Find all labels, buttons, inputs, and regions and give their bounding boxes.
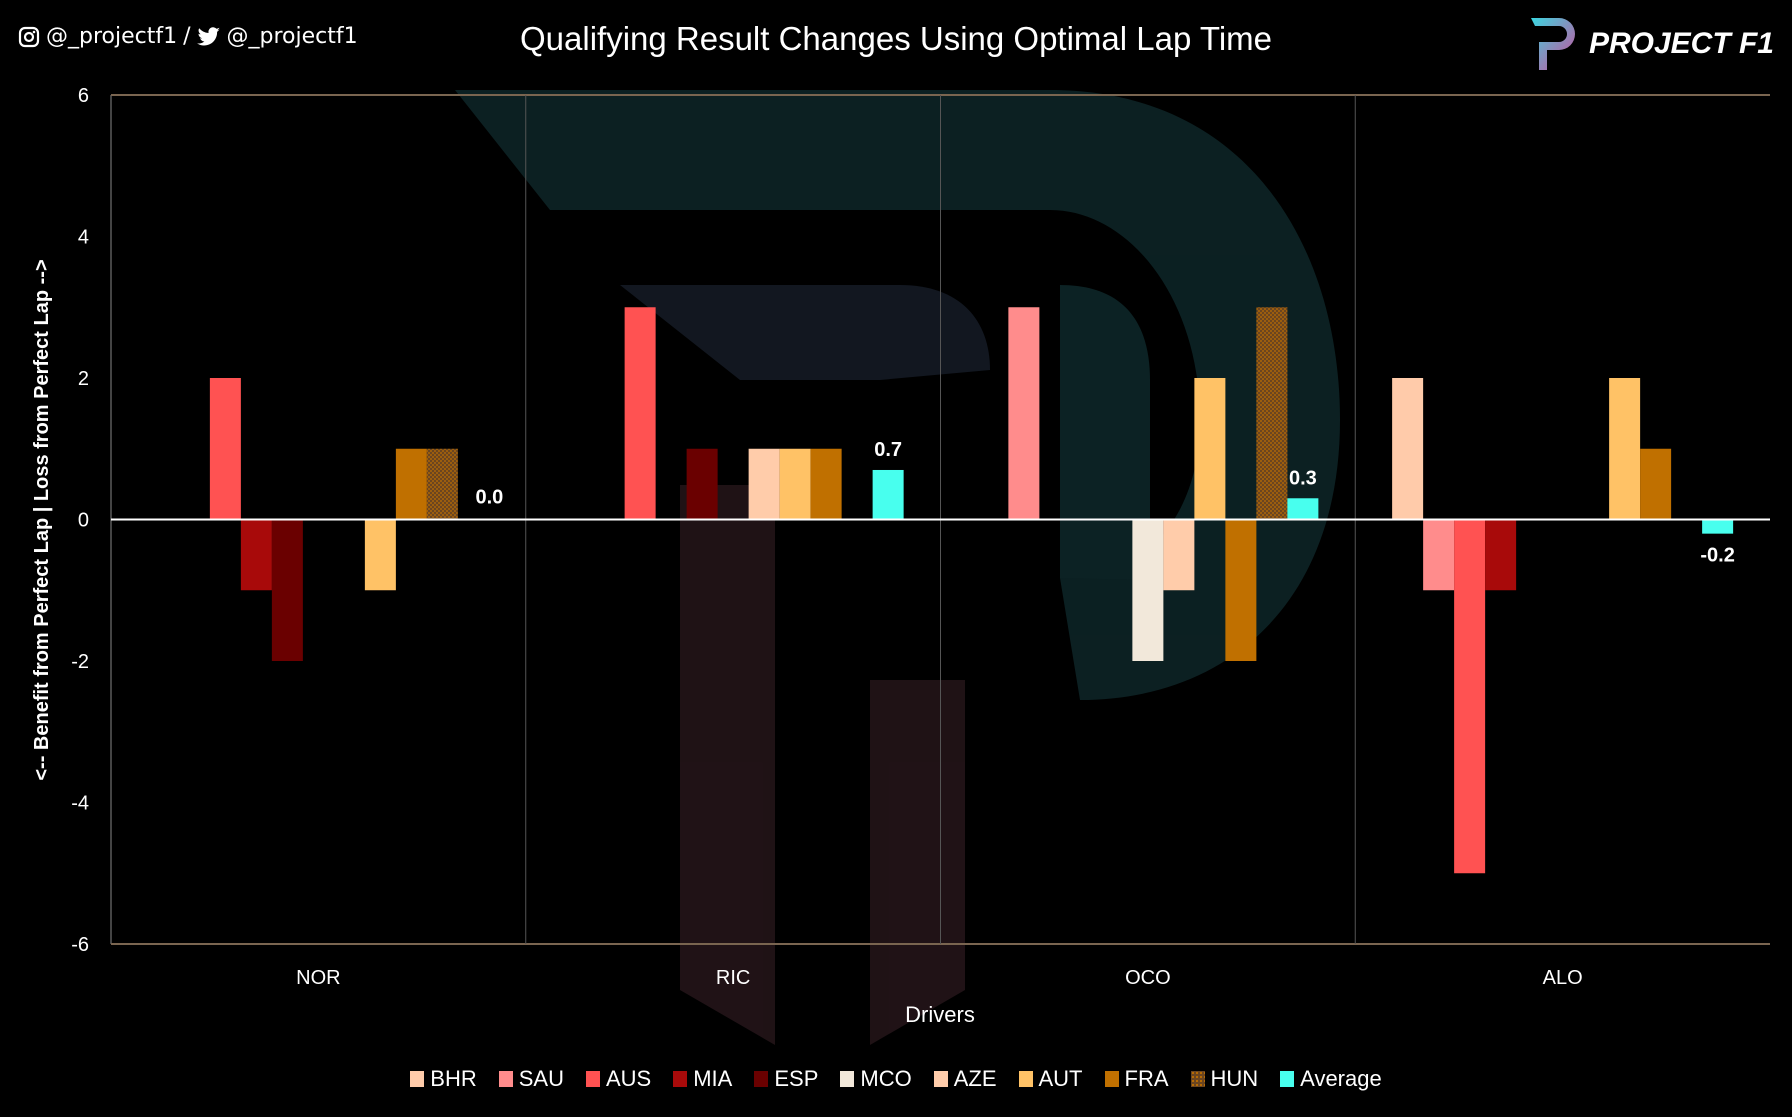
legend-swatch: [1018, 1071, 1033, 1087]
y-tick-label: -4: [71, 793, 89, 815]
bar-aut-ric: [779, 448, 811, 520]
legend-label: FRA: [1124, 1066, 1169, 1091]
x-tick-label: RIC: [716, 967, 750, 989]
legend-swatch: [1104, 1071, 1119, 1087]
legend-item-bhr: BHR: [410, 1066, 477, 1092]
legend-item-mco: MCO: [840, 1066, 912, 1092]
y-axis-label: <-- Benefit from Perfect Lap | Loss from…: [31, 259, 53, 780]
legend-swatch: [498, 1071, 513, 1087]
y-tick-label: 0: [78, 510, 89, 532]
legend-swatch: [1190, 1071, 1205, 1087]
legend-item-average: Average: [1280, 1066, 1382, 1092]
legend-item-esp: ESP: [754, 1066, 818, 1092]
social-handles: @_projectf1 / @_projectf1: [18, 24, 358, 49]
x-tick-label: NOR: [296, 967, 340, 989]
legend-item-hun: HUN: [1190, 1066, 1259, 1092]
bar-fra-nor: [395, 448, 427, 520]
bar-aze-oco: [1163, 519, 1195, 591]
legend-item-mia: MIA: [673, 1066, 732, 1092]
average-data-label: -0.2: [1700, 545, 1734, 567]
y-tick-label: -2: [71, 651, 89, 673]
average-data-label: 0.7: [874, 439, 902, 461]
legend-label: Average: [1300, 1066, 1382, 1091]
legend-swatch: [673, 1071, 688, 1087]
y-tick-label: 2: [78, 368, 89, 390]
bar-aus-alo: [1454, 519, 1486, 874]
legend-item-aze: AZE: [933, 1066, 997, 1092]
y-tick-label: -6: [71, 934, 89, 956]
y-tick-label: 4: [78, 227, 89, 249]
bar-aut-oco: [1194, 378, 1226, 520]
legend-item-sau: SAU: [498, 1066, 564, 1092]
y-tick-label: 6: [78, 85, 89, 107]
legend-label: AZE: [953, 1066, 997, 1091]
watermark-logo: [455, 90, 1340, 1045]
legend-label: MCO: [860, 1066, 912, 1091]
bar-aut-nor: [364, 519, 396, 591]
legend-label: ESP: [774, 1066, 819, 1091]
bar-esp-nor: [271, 519, 303, 661]
instagram-icon: [18, 26, 40, 47]
instagram-handle: @_projectf1: [46, 24, 178, 49]
bar-average-alo: [1702, 519, 1734, 534]
x-tick-label: ALO: [1543, 967, 1583, 989]
average-data-label: 0.3: [1289, 467, 1317, 489]
twitter-handle: @_projectf1: [226, 24, 358, 49]
legend: BHR SAU AUS MIA ESP MCO AZE AUT FRA HUN Average: [0, 1066, 1792, 1092]
bar-sau-oco: [1008, 307, 1040, 520]
twitter-icon: [196, 26, 220, 45]
bar-aze-ric: [748, 448, 780, 520]
legend-label: SAU: [518, 1066, 564, 1091]
legend-swatch: [1280, 1071, 1295, 1087]
bar-bhr-alo: [1392, 378, 1424, 520]
bar-fra-ric: [810, 448, 842, 520]
bar-mia-alo: [1485, 519, 1517, 591]
separator: /: [183, 24, 191, 49]
legend-swatch: [840, 1071, 855, 1087]
bar-hun-nor: [426, 448, 458, 520]
legend-item-aut: AUT: [1018, 1066, 1083, 1092]
legend-label: AUS: [605, 1066, 652, 1091]
bar-hun-oco: [1256, 307, 1288, 520]
x-tick-label: OCO: [1125, 967, 1171, 989]
legend-swatch: [754, 1071, 769, 1087]
legend-swatch: [933, 1071, 948, 1087]
bar-aus-ric: [624, 307, 656, 520]
legend-label: AUT: [1038, 1066, 1083, 1091]
legend-item-aus: AUS: [585, 1066, 652, 1092]
x-axis-label: Drivers: [905, 1002, 975, 1027]
legend-item-fra: FRA: [1104, 1066, 1169, 1092]
bar-aut-alo: [1609, 378, 1641, 520]
bar-fra-oco: [1225, 519, 1257, 661]
average-data-label: 0.0: [475, 487, 503, 509]
legend-swatch: [585, 1071, 600, 1087]
bar-sau-alo: [1423, 519, 1455, 591]
bar-aus-nor: [209, 378, 241, 520]
project-f1-logo-icon: [1530, 18, 1575, 70]
bar-average-ric: [872, 469, 904, 520]
legend-label: HUN: [1210, 1066, 1259, 1091]
legend-label: BHR: [430, 1066, 477, 1091]
brand-logo: PROJECT F1: [1527, 14, 1774, 74]
legend-swatch: [410, 1071, 425, 1087]
bar-esp-ric: [686, 448, 718, 520]
bar-average-oco: [1287, 498, 1319, 520]
brand-name: PROJECT F1: [1588, 27, 1774, 60]
legend-label: MIA: [693, 1066, 733, 1091]
chart-title: Qualifying Result Changes Using Optimal …: [519, 20, 1273, 57]
bar-mco-oco: [1132, 519, 1164, 661]
bar-fra-alo: [1640, 448, 1672, 520]
bar-mia-nor: [240, 519, 272, 591]
